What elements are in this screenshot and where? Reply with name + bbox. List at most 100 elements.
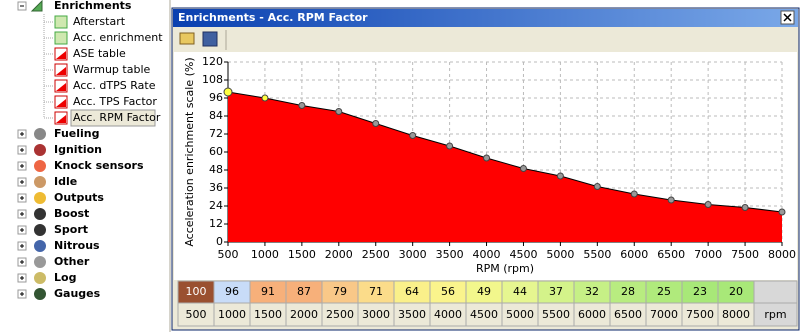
unit-text: rpm <box>764 308 786 321</box>
rpm-cell-text: 1000 <box>218 308 246 321</box>
expander-sign <box>20 148 24 152</box>
tree-label[interactable]: Ignition <box>54 143 102 156</box>
rpm-cell-text: 4000 <box>434 308 462 321</box>
x-tick-label: 5500 <box>583 248 611 261</box>
point[interactable] <box>223 87 233 97</box>
point[interactable] <box>372 120 380 127</box>
value-cell-text: 96 <box>225 285 239 298</box>
x-tick-label: 7000 <box>694 248 722 261</box>
y-tick-label: 84 <box>209 109 223 122</box>
tree-icon <box>54 15 68 29</box>
x-tick-label: 6500 <box>657 248 685 261</box>
tree-label[interactable]: Other <box>54 255 90 268</box>
value-cell-text: 23 <box>693 285 707 298</box>
tree-icon <box>34 288 46 300</box>
point[interactable] <box>778 208 786 216</box>
tree-icon <box>54 31 68 45</box>
x-tick-label: 1000 <box>251 248 279 261</box>
point[interactable] <box>667 196 675 204</box>
y-tick-label: 72 <box>209 127 223 140</box>
expander-sign <box>20 164 24 168</box>
value-cell-text: 37 <box>549 285 563 298</box>
point[interactable] <box>298 102 306 109</box>
value-cell-text: 28 <box>621 285 635 298</box>
rpm-cell-text: 6000 <box>578 308 606 321</box>
tree-icon <box>34 144 46 156</box>
rpm-cell-text: 6500 <box>614 308 642 321</box>
save-button[interactable] <box>202 31 218 47</box>
unit-cell <box>753 302 798 327</box>
tree-label[interactable]: Knock sensors <box>54 159 144 172</box>
tree-icon <box>34 176 46 188</box>
value-cell-text: 64 <box>405 285 419 298</box>
line <box>227 91 783 213</box>
tree-label[interactable]: Enrichments <box>54 0 132 12</box>
tree-icon <box>34 160 46 172</box>
rpm-cell-text: 2000 <box>290 308 318 321</box>
close-icon <box>783 13 792 22</box>
expander-sign <box>20 260 24 264</box>
point[interactable] <box>261 94 269 102</box>
point[interactable] <box>556 172 564 180</box>
point[interactable] <box>704 201 712 208</box>
tree-label[interactable]: Idle <box>54 175 77 188</box>
open-button[interactable] <box>179 32 195 45</box>
point[interactable] <box>630 190 638 198</box>
y-tick-label: 120 <box>202 55 223 68</box>
value-cell-text: 79 <box>333 285 347 298</box>
tree-panel <box>0 0 170 332</box>
tree-icon <box>34 224 46 236</box>
tree-icon <box>34 208 46 220</box>
tree-label[interactable]: Afterstart <box>73 15 126 28</box>
tree-label[interactable]: Warmup table <box>73 63 151 76</box>
x-tick-label: 1500 <box>288 248 316 261</box>
value-cell-text: 100 <box>186 285 207 298</box>
expander-sign <box>20 276 24 280</box>
rpm-cell-text: 5500 <box>542 308 570 321</box>
value-cell-text: 25 <box>657 285 671 298</box>
x-tick-label: 3500 <box>436 248 464 261</box>
y-tick-label: 36 <box>209 181 223 194</box>
y-tick-label: 60 <box>209 145 223 158</box>
tree-icon <box>30 0 43 12</box>
point[interactable] <box>335 108 343 115</box>
tree-icon-mark <box>56 115 66 123</box>
rpm-cell-text: 3000 <box>362 308 390 321</box>
point[interactable] <box>409 132 417 139</box>
tree-label[interactable]: Gauges <box>54 287 101 300</box>
tree-icon <box>34 192 46 204</box>
x-tick-label: 7500 <box>731 248 759 261</box>
tree-label[interactable]: Acc. TPS Factor <box>73 95 157 108</box>
point[interactable] <box>593 183 601 190</box>
expander-sign <box>20 196 24 200</box>
tree-label[interactable]: Boost <box>54 207 89 220</box>
x-tick-label: 2000 <box>325 248 353 261</box>
y-tick-label: 12 <box>209 217 223 230</box>
value-cell-text: 32 <box>585 285 599 298</box>
tree-label[interactable]: Nitrous <box>54 239 100 252</box>
y-tick-label: 24 <box>209 199 223 212</box>
selection <box>70 109 156 127</box>
tree-icon <box>34 128 46 140</box>
tree-label[interactable]: Acc. dTPS Rate <box>73 79 156 92</box>
value-cell-text: 20 <box>729 285 743 298</box>
tree-icon-mark <box>56 67 66 75</box>
point[interactable] <box>483 154 491 162</box>
tree-label[interactable]: Log <box>54 271 76 284</box>
value-cell-text: 91 <box>261 285 275 298</box>
x-axis-label: RPM (rpm) <box>476 262 534 275</box>
value-cell-text: 49 <box>477 285 491 298</box>
tree-label[interactable]: Acc. enrichment <box>73 31 163 44</box>
tree-label[interactable]: Sport <box>54 223 88 236</box>
point[interactable] <box>741 204 749 211</box>
area <box>228 92 782 242</box>
tree-icon-mark <box>56 99 66 107</box>
tree-label[interactable]: Acc. RPM Factor <box>73 111 161 124</box>
point[interactable] <box>446 142 454 150</box>
tree-label[interactable]: Outputs <box>54 191 104 204</box>
value-cell-text: 87 <box>297 285 311 298</box>
tree-label[interactable]: ASE table <box>73 47 126 60</box>
point[interactable] <box>519 165 527 172</box>
tree-label[interactable]: Fueling <box>54 127 100 140</box>
